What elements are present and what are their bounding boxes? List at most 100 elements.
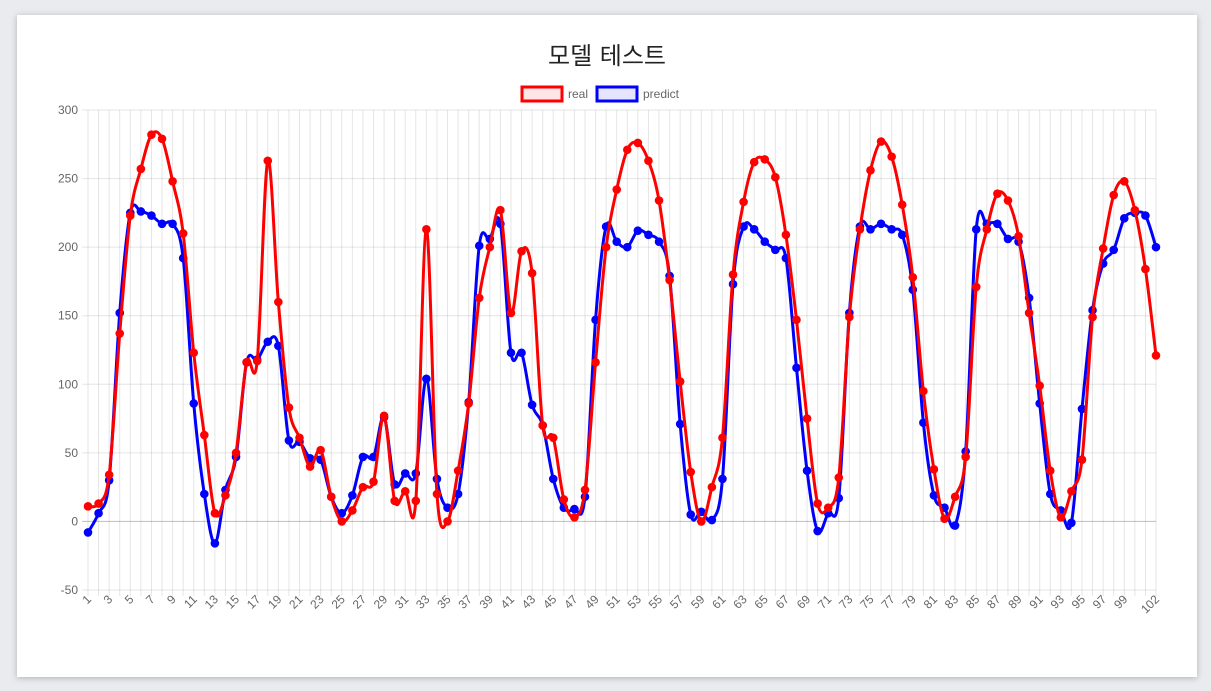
data-point-predict[interactable] (897, 230, 907, 240)
legend[interactable]: real predict (520, 85, 680, 103)
data-point-predict[interactable] (83, 528, 93, 537)
data-point-predict[interactable] (348, 491, 357, 500)
data-point-predict[interactable] (612, 237, 622, 246)
data-point-predict[interactable] (887, 225, 896, 234)
data-point-real[interactable] (178, 229, 188, 238)
data-point-real[interactable] (1141, 264, 1150, 274)
data-point-predict[interactable] (94, 508, 103, 518)
data-point-real[interactable] (210, 508, 220, 518)
data-point-real[interactable] (1035, 381, 1044, 390)
data-point-predict[interactable] (147, 211, 156, 220)
data-point-real[interactable] (749, 157, 759, 167)
data-point-predict[interactable] (675, 419, 685, 429)
data-point-real[interactable] (284, 403, 294, 412)
data-point-real[interactable] (1024, 308, 1034, 318)
data-point-real[interactable] (982, 225, 992, 234)
data-point-real[interactable] (369, 477, 378, 486)
data-point-real[interactable] (379, 411, 389, 421)
data-point-real[interactable] (252, 356, 262, 366)
data-point-real[interactable] (527, 268, 537, 278)
data-point-real[interactable] (1014, 231, 1023, 241)
legend-item-predict[interactable]: predict (595, 85, 680, 103)
data-point-real[interactable] (971, 282, 981, 292)
data-point-real[interactable] (157, 134, 167, 144)
data-point-predict[interactable] (654, 237, 664, 246)
data-point-real[interactable] (305, 462, 315, 471)
data-point-real[interactable] (834, 473, 844, 482)
data-point-predict[interactable] (189, 399, 199, 408)
data-point-real[interactable] (1088, 312, 1097, 322)
data-point-real[interactable] (83, 502, 93, 511)
data-point-predict[interactable] (548, 474, 558, 484)
data-point-real[interactable] (622, 145, 632, 155)
data-point-real[interactable] (358, 482, 368, 492)
data-point-real[interactable] (453, 466, 463, 475)
data-point-real[interactable] (326, 492, 336, 502)
data-point-real[interactable] (897, 200, 907, 209)
data-point-predict[interactable] (474, 241, 484, 251)
data-point-predict[interactable] (644, 230, 653, 240)
data-point-real[interactable] (242, 358, 251, 367)
data-point-real[interactable] (390, 496, 399, 506)
data-point-real[interactable] (559, 495, 569, 504)
data-point-real[interactable] (548, 433, 558, 443)
data-point-real[interactable] (125, 211, 135, 220)
data-point-real[interactable] (654, 196, 664, 205)
data-point-real[interactable] (189, 348, 199, 358)
data-point-real[interactable] (316, 445, 325, 455)
data-point-predict[interactable] (802, 466, 812, 475)
data-point-real[interactable] (1067, 486, 1076, 496)
data-point-real[interactable] (771, 172, 780, 182)
data-point-predict[interactable] (210, 539, 220, 548)
data-point-real[interactable] (1045, 466, 1055, 475)
data-point-predict[interactable] (400, 469, 410, 478)
data-point-real[interactable] (115, 329, 125, 338)
data-point-real[interactable] (337, 517, 347, 526)
data-point-real[interactable] (411, 496, 421, 506)
data-point-real[interactable] (876, 137, 886, 146)
data-point-real[interactable] (464, 399, 473, 408)
data-point-real[interactable] (612, 185, 622, 194)
data-point-real[interactable] (1077, 455, 1087, 465)
data-point-real[interactable] (823, 503, 833, 513)
data-point-real[interactable] (474, 293, 484, 303)
data-point-predict[interactable] (866, 225, 875, 234)
data-point-predict[interactable] (792, 363, 801, 373)
data-point-predict[interactable] (527, 400, 537, 410)
data-point-real[interactable] (961, 452, 970, 462)
data-point-predict[interactable] (168, 219, 177, 229)
data-point-real[interactable] (855, 225, 865, 234)
data-point-real[interactable] (1109, 190, 1119, 200)
data-point-real[interactable] (400, 486, 410, 496)
data-point-predict[interactable] (284, 436, 294, 445)
data-point-predict[interactable] (771, 245, 780, 255)
data-point-real[interactable] (633, 138, 643, 148)
data-point-real[interactable] (792, 315, 801, 325)
data-point-real[interactable] (168, 177, 177, 186)
data-point-real[interactable] (432, 489, 442, 499)
data-point-real[interactable] (348, 506, 357, 515)
data-point-predict[interactable] (813, 526, 822, 536)
data-point-real[interactable] (274, 297, 283, 307)
data-point-real[interactable] (506, 308, 516, 318)
data-point-real[interactable] (601, 242, 611, 252)
data-point-real[interactable] (739, 197, 748, 207)
data-point-predict[interactable] (760, 237, 770, 246)
data-point-real[interactable] (485, 242, 495, 252)
data-point-predict[interactable] (263, 337, 273, 347)
data-point-real[interactable] (686, 467, 696, 477)
data-point-real[interactable] (1003, 196, 1013, 205)
data-point-real[interactable] (1151, 351, 1161, 360)
data-point-predict[interactable] (1119, 214, 1129, 223)
data-point-real[interactable] (295, 433, 304, 443)
data-point-real[interactable] (147, 130, 156, 139)
data-point-predict[interactable] (749, 225, 759, 234)
data-point-real[interactable] (496, 205, 505, 215)
data-point-predict[interactable] (157, 219, 167, 229)
data-point-predict[interactable] (950, 521, 960, 530)
data-point-predict[interactable] (358, 452, 368, 462)
data-point-predict[interactable] (993, 219, 1002, 229)
data-point-predict[interactable] (506, 348, 516, 358)
data-point-predict[interactable] (570, 504, 579, 514)
data-point-real[interactable] (517, 246, 526, 256)
